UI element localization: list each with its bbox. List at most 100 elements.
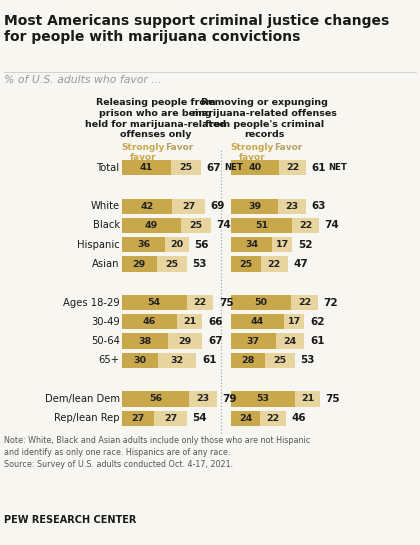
Text: 30: 30: [134, 356, 146, 365]
Text: PEW RESEARCH CENTER: PEW RESEARCH CENTER: [4, 515, 136, 525]
Text: 24: 24: [284, 337, 297, 346]
Text: 22: 22: [194, 298, 207, 307]
Bar: [276, 334, 304, 349]
Text: Black: Black: [92, 221, 120, 231]
Text: Releasing people from
prison who are being
held for marijuana-related
offenses o: Releasing people from prison who are bei…: [85, 98, 226, 140]
Text: 22: 22: [286, 163, 299, 172]
Text: 62: 62: [310, 317, 324, 327]
Text: 53: 53: [192, 259, 207, 269]
Bar: [292, 218, 319, 233]
Text: 53: 53: [256, 395, 269, 403]
Text: Removing or expunging
marijuana-related offenses
from people's criminal
records: Removing or expunging marijuana-related …: [192, 98, 337, 140]
Bar: [284, 314, 304, 330]
Text: 34: 34: [245, 240, 258, 249]
Text: 22: 22: [267, 414, 280, 423]
Bar: [172, 198, 205, 214]
Text: NET: NET: [224, 163, 243, 172]
Bar: [168, 334, 202, 349]
Text: Asian: Asian: [92, 259, 120, 269]
Text: 63: 63: [311, 201, 326, 211]
Text: Strongly
favor: Strongly favor: [231, 143, 274, 162]
Bar: [231, 410, 260, 426]
Text: 30-49: 30-49: [91, 317, 120, 327]
Bar: [177, 314, 202, 330]
Text: 74: 74: [216, 221, 231, 231]
Text: Note: White, Black and Asian adults include only those who are not Hispanic
and : Note: White, Black and Asian adults incl…: [4, 436, 310, 469]
Bar: [122, 295, 187, 310]
Bar: [231, 237, 272, 252]
Text: 66: 66: [208, 317, 223, 327]
Text: 22: 22: [299, 221, 312, 230]
Text: 25: 25: [189, 221, 202, 230]
Bar: [278, 198, 306, 214]
Bar: [165, 237, 189, 252]
Text: 32: 32: [171, 356, 184, 365]
Text: 36: 36: [137, 240, 150, 249]
Text: Favor: Favor: [165, 143, 193, 152]
Bar: [122, 410, 154, 426]
Bar: [122, 218, 181, 233]
Bar: [157, 256, 187, 271]
Text: 21: 21: [183, 317, 197, 326]
Text: 46: 46: [292, 413, 307, 423]
Text: 61: 61: [311, 163, 326, 173]
Text: 22: 22: [298, 298, 311, 307]
Text: 54: 54: [148, 298, 161, 307]
Text: 65+: 65+: [99, 355, 120, 365]
Text: 69: 69: [210, 201, 225, 211]
Text: 23: 23: [197, 395, 210, 403]
Bar: [231, 353, 265, 368]
Text: Dem/lean Dem: Dem/lean Dem: [45, 394, 120, 404]
Text: 37: 37: [247, 337, 260, 346]
Text: 23: 23: [285, 202, 298, 211]
Bar: [187, 295, 213, 310]
Bar: [181, 218, 211, 233]
Text: Favor: Favor: [274, 143, 302, 152]
Text: 21: 21: [301, 395, 314, 403]
Text: NET: NET: [329, 163, 348, 172]
Text: 75: 75: [326, 394, 340, 404]
Text: 67: 67: [208, 336, 223, 346]
Text: 46: 46: [143, 317, 156, 326]
Bar: [291, 295, 318, 310]
Point: [218, 430, 223, 437]
Bar: [189, 391, 217, 407]
Bar: [265, 353, 295, 368]
Bar: [231, 314, 284, 330]
Text: 27: 27: [182, 202, 195, 211]
Bar: [122, 353, 158, 368]
Text: 79: 79: [222, 394, 237, 404]
Bar: [231, 160, 279, 175]
Text: 41: 41: [140, 163, 153, 172]
Text: 50-64: 50-64: [91, 336, 120, 346]
Text: 22: 22: [268, 259, 281, 269]
Bar: [171, 160, 201, 175]
Text: 50: 50: [255, 298, 268, 307]
Text: 29: 29: [133, 259, 146, 269]
Text: 56: 56: [149, 395, 162, 403]
Text: 74: 74: [324, 221, 339, 231]
Text: 61: 61: [310, 336, 324, 346]
Text: Strongly
favor: Strongly favor: [121, 143, 165, 162]
Text: % of U.S. adults who favor ...: % of U.S. adults who favor ...: [4, 75, 162, 85]
Bar: [295, 391, 320, 407]
Text: 29: 29: [178, 337, 192, 346]
Bar: [122, 334, 168, 349]
Text: 53: 53: [300, 355, 315, 365]
Text: 25: 25: [165, 259, 178, 269]
Text: 49: 49: [144, 221, 158, 230]
Bar: [260, 410, 286, 426]
Bar: [122, 314, 177, 330]
Bar: [231, 198, 278, 214]
Text: 20: 20: [171, 240, 184, 249]
Text: Hispanic: Hispanic: [77, 240, 120, 250]
Bar: [158, 353, 197, 368]
Text: 24: 24: [239, 414, 252, 423]
Text: 38: 38: [138, 337, 151, 346]
Bar: [122, 391, 189, 407]
Text: 75: 75: [219, 298, 234, 307]
Text: 61: 61: [202, 355, 216, 365]
Bar: [122, 198, 172, 214]
Text: 42: 42: [140, 202, 154, 211]
Bar: [122, 237, 165, 252]
